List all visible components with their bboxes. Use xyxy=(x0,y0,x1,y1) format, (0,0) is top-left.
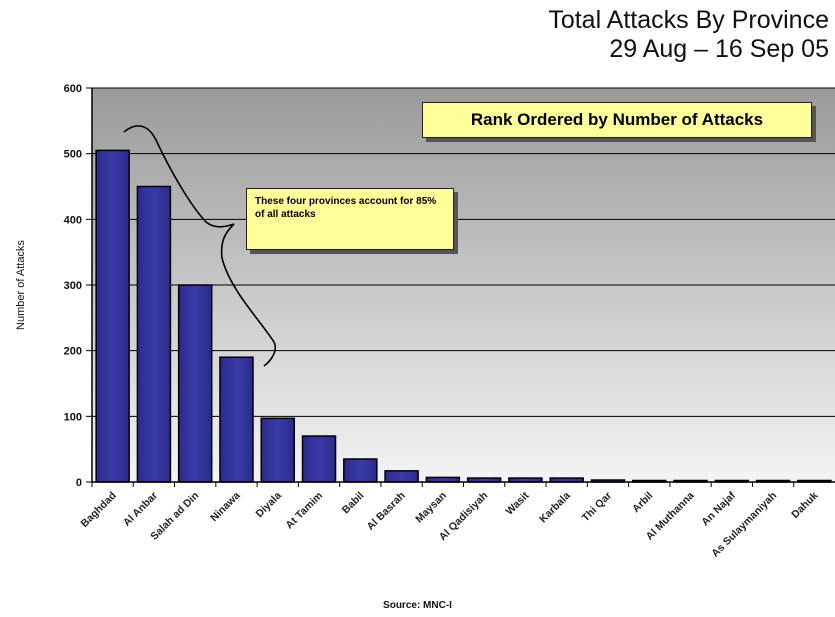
x-tick-label: Al Basrah xyxy=(365,490,408,533)
x-tick-label: At Tamim xyxy=(283,490,325,532)
bar-salah-ad-din xyxy=(177,284,213,483)
x-tick-label: Al Anbar xyxy=(121,490,160,529)
bar-al-basrah xyxy=(384,470,419,483)
bar-diyala xyxy=(260,417,296,483)
y-axis-label: Number of Attacks xyxy=(15,240,27,330)
y-tick-label: 0 xyxy=(76,477,82,489)
x-tick-label: Ninawa xyxy=(208,490,243,525)
x-tick-label: Maysan xyxy=(413,490,449,526)
chart-title-block: Total Attacks By Province 29 Aug – 16 Se… xyxy=(548,6,829,64)
x-tick-label: Karbala xyxy=(537,490,573,526)
y-tick-label: 500 xyxy=(64,149,82,161)
bar-at-tamim xyxy=(301,435,337,483)
provinces-note-callout: These four provinces account for 85% of … xyxy=(246,188,454,250)
y-tick-label: 400 xyxy=(64,214,82,226)
x-tick-label: Arbil xyxy=(630,490,655,515)
x-tick-label: Babil xyxy=(340,490,367,517)
x-tick-label: An Najaf xyxy=(699,489,738,528)
y-tick-label: 600 xyxy=(64,83,82,95)
x-tick-label: Thi Qar xyxy=(580,490,614,524)
bar-baghdad xyxy=(95,149,130,483)
chart-title: Total Attacks By Province xyxy=(548,6,829,34)
rank-order-callout: Rank Ordered by Number of Attacks xyxy=(422,102,812,138)
x-tick-label: Diyala xyxy=(254,490,284,520)
source-note: Source: MNC-I xyxy=(383,600,452,611)
bar-al-anbar xyxy=(136,185,172,483)
bracket-annotation xyxy=(123,125,277,367)
y-tick-label: 300 xyxy=(64,280,82,292)
bar-ninawa xyxy=(219,356,254,483)
chart-date-range: 29 Aug – 16 Sep 05 xyxy=(609,35,829,63)
x-tick-label: Dahuk xyxy=(789,490,820,521)
x-tick-label: Wasit xyxy=(504,489,532,517)
y-tick-label: 100 xyxy=(64,411,82,423)
x-tick-label: Baghdad xyxy=(79,490,119,530)
y-tick-label: 200 xyxy=(64,346,82,358)
bar-babil xyxy=(343,458,378,483)
